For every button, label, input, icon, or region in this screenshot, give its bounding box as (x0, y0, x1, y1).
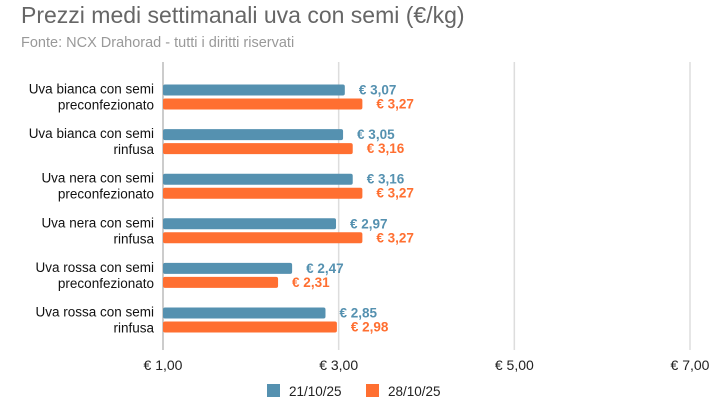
bar-series2 (163, 187, 363, 199)
bar-series1 (163, 307, 326, 319)
data-label: € 2,97 (350, 216, 388, 231)
data-label: € 2,85 (339, 306, 377, 321)
bar-series1 (163, 218, 337, 230)
category-label: preconfezionato (58, 98, 154, 113)
bar-series2 (163, 232, 363, 244)
category-label: Uva rossa con semi (35, 260, 154, 275)
legend-label: 21/10/25 (289, 384, 342, 399)
category-label: preconfezionato (58, 187, 154, 202)
bar-series1 (163, 173, 353, 185)
x-tick-label: € 7,00 (671, 357, 710, 373)
bar-series2 (163, 143, 353, 155)
bar-series2 (163, 98, 363, 110)
data-label: € 2,47 (306, 261, 344, 276)
x-tick-label: € 3,00 (319, 357, 358, 373)
x-tick-label: € 1,00 (144, 357, 183, 373)
data-label: € 3,07 (359, 83, 397, 98)
data-label: € 2,31 (292, 275, 330, 290)
legend-label: 28/10/25 (388, 384, 441, 399)
bar-series1 (163, 84, 345, 96)
data-label: € 3,27 (376, 230, 414, 245)
legend-swatch (267, 384, 280, 397)
category-label: Uva bianca con semi (29, 126, 154, 141)
data-label: € 3,16 (367, 172, 405, 187)
bar-series1 (163, 262, 293, 274)
x-tick-label: € 5,00 (495, 357, 534, 373)
chart-subtitle: Fonte: NCX Drahorad - tutti i diritti ri… (21, 35, 295, 51)
category-label: rinfusa (113, 231, 154, 246)
legend-swatch (366, 384, 379, 397)
category-label: preconfezionato (58, 276, 154, 291)
data-label: € 3,27 (376, 186, 414, 201)
bar-series2 (163, 276, 279, 288)
data-label: € 3,16 (367, 141, 405, 156)
chart-title: Prezzi medi settimanali uva con semi (€/… (21, 2, 465, 28)
category-label: rinfusa (113, 142, 154, 157)
bar-series1 (163, 129, 344, 141)
data-label: € 3,05 (357, 127, 395, 142)
category-label: Uva nera con semi (41, 171, 154, 186)
category-label: Uva nera con semi (41, 215, 154, 230)
bar-series2 (163, 321, 337, 333)
category-label: Uva bianca con semi (29, 82, 154, 97)
data-label: € 2,98 (351, 320, 389, 335)
category-label: Uva rossa con semi (35, 305, 154, 320)
data-label: € 3,27 (376, 97, 414, 112)
category-label: rinfusa (113, 321, 154, 336)
